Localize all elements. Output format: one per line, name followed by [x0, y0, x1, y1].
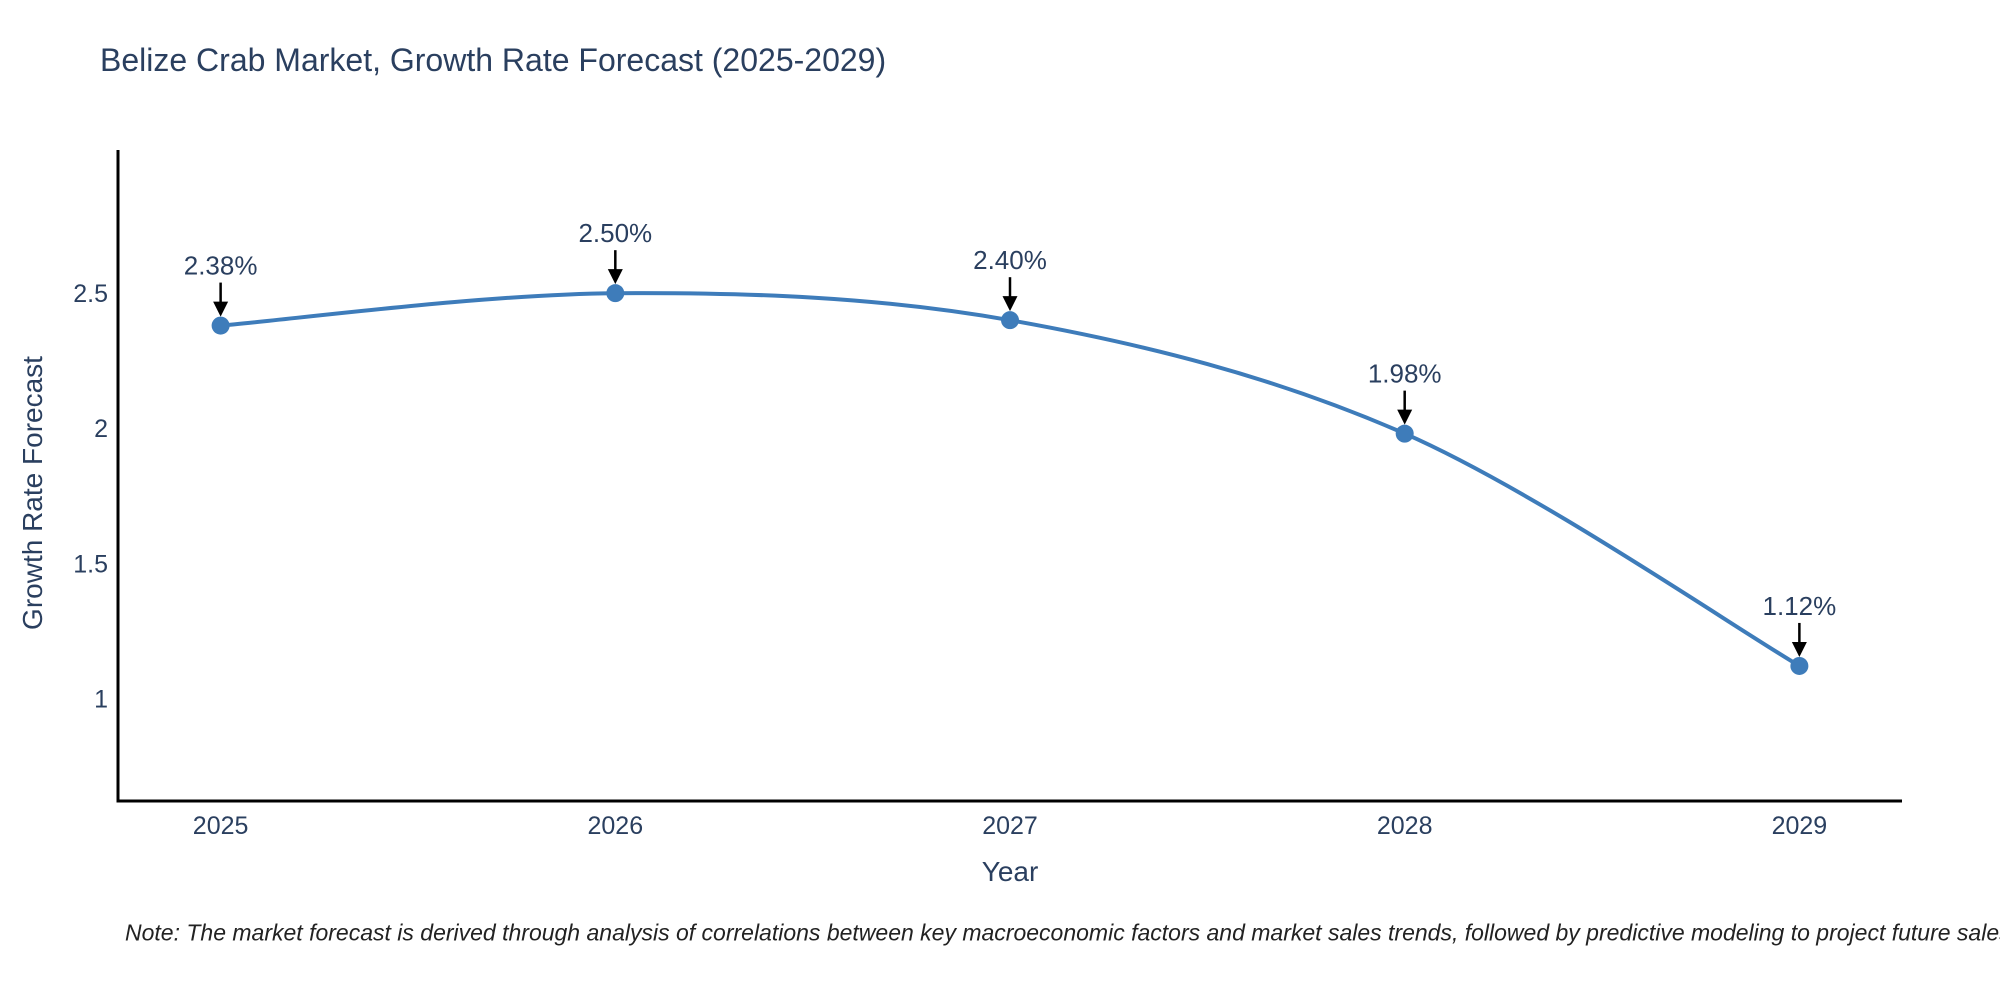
x-tick-label: 2028	[1377, 812, 1433, 840]
y-tick-label: 2	[94, 415, 108, 443]
data-point-marker[interactable]	[1001, 311, 1019, 330]
y-tick-label: 2.5	[73, 280, 108, 308]
y-tick-label: 1.5	[73, 550, 108, 578]
annotation-arrowhead-icon	[213, 301, 229, 317]
x-tick-label: 2027	[982, 812, 1038, 840]
x-tick-label: 2029	[1772, 812, 1828, 840]
x-tick-label: 2026	[587, 812, 643, 840]
footnote: Note: The market forecast is derived thr…	[125, 919, 2000, 946]
forecast-line	[218, 291, 1802, 668]
annotation-label: 2.50%	[578, 218, 652, 248]
annotation-label: 1.12%	[1763, 591, 1837, 621]
annotation-label: 2.40%	[973, 245, 1047, 275]
annotation-arrowhead-icon	[1397, 409, 1413, 425]
x-tick-label: 2025	[193, 812, 249, 840]
data-point-marker[interactable]	[1790, 656, 1809, 675]
data-point-marker[interactable]	[1395, 424, 1414, 443]
y-tick-label: 1	[94, 685, 108, 713]
data-point-marker[interactable]	[606, 284, 625, 303]
data-point-marker[interactable]	[211, 316, 230, 335]
annotation-arrowhead-icon	[1002, 296, 1018, 312]
annotation-arrowhead-icon	[607, 269, 623, 285]
annotation-label: 1.98%	[1368, 359, 1442, 389]
chart-title: Belize Crab Market, Growth Rate Forecast…	[100, 42, 887, 78]
annotation-arrowhead-icon	[1791, 641, 1807, 657]
annotation-label: 2.38%	[184, 251, 258, 281]
x-axis-title: Year	[981, 856, 1039, 887]
